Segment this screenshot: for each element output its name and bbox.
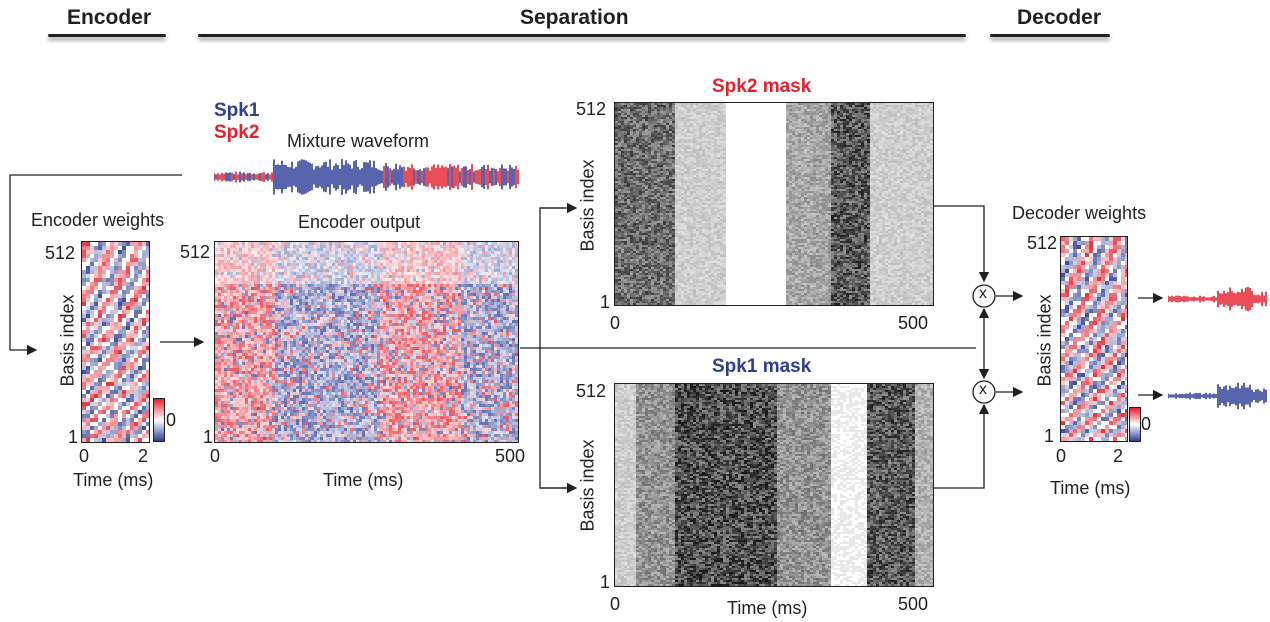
mixture-waveform [214, 159, 519, 195]
decoder-weights-xtick-start: 0 [1056, 446, 1066, 467]
spk2-mask-ytick-top: 512 [576, 99, 606, 120]
legend-spk2: Spk2 [214, 122, 259, 144]
spk1-mask-xlabel: Time (ms) [727, 598, 807, 619]
decoder-weights-heatmap [1060, 236, 1128, 442]
decoder-weights-ytick-top: 512 [1027, 233, 1057, 254]
encoder-output-title: Encoder output [298, 212, 420, 233]
decoder-weights-colorbar [1129, 407, 1141, 442]
spk2-mask-ylabel: Basis index [578, 159, 599, 251]
encoder-weights-xlabel: Time (ms) [73, 470, 153, 491]
decoder-weights-title: Decoder weights [1012, 203, 1146, 224]
encoder-output-xlabel: Time (ms) [323, 470, 403, 491]
encoder-output-ytick-bottom: 1 [203, 427, 213, 448]
spk1-output-waveform [1168, 382, 1267, 410]
encoder-weights-heatmap [81, 241, 150, 443]
spk1-mask-xtick-end: 500 [898, 594, 928, 615]
multiply-upper-icon [972, 284, 996, 308]
spk2-output-waveform [1168, 286, 1267, 312]
spk2-mask-xtick-end: 500 [898, 313, 928, 334]
encoder-output-heatmap [214, 241, 519, 443]
spk1-mask-heatmap [614, 383, 934, 587]
decoder-weights-ylabel: Basis index [1035, 294, 1056, 386]
mixture-waveform-title: Mixture waveform [287, 131, 429, 152]
encoder-weights-colorbar-label: 0 [166, 410, 176, 431]
spk2-mask-ytick-bottom: 1 [600, 292, 610, 313]
spk1-mask-ytick-top: 512 [576, 381, 606, 402]
multiply-lower-icon [972, 380, 996, 404]
spk1-mask-xtick-start: 0 [610, 594, 620, 615]
decoder-weights-colorbar-label: 0 [1141, 414, 1151, 435]
spk2-mask-heatmap [614, 102, 934, 306]
encoder-weights-title: Encoder weights [31, 210, 164, 231]
encoder-output-xtick-end: 500 [495, 446, 525, 467]
legend-spk1: Spk1 [214, 100, 259, 122]
multiply-lower-symbol: x [979, 381, 987, 399]
encoder-weights-ytick-bottom: 1 [68, 427, 78, 448]
decoder-weights-ytick-bottom: 1 [1044, 426, 1054, 447]
spk1-mask-ytick-bottom: 1 [600, 572, 610, 593]
spk1-mask-ylabel: Basis index [578, 439, 599, 531]
encoder-output-xtick-start: 0 [210, 446, 220, 467]
decoder-weights-xlabel: Time (ms) [1050, 478, 1130, 499]
encoder-output-ytick-top: 512 [180, 242, 210, 263]
encoder-weights-xtick-start: 0 [79, 446, 89, 467]
decoder-section-rule [990, 34, 1110, 37]
encoder-weights-ytick-top: 512 [45, 243, 75, 264]
encoder-section-rule [48, 34, 166, 37]
spk2-mask-xtick-start: 0 [610, 313, 620, 334]
encoder-weights-colorbar [153, 398, 165, 442]
encoder-section-title: Encoder [67, 6, 151, 30]
decoder-section-title: Decoder [1017, 6, 1101, 30]
encoder-weights-ylabel: Basis index [58, 294, 79, 386]
encoder-weights-xtick-end: 2 [138, 446, 148, 467]
separation-section-rule [198, 34, 966, 37]
spk1-mask-title: Spk1 mask [712, 356, 811, 378]
spk2-mask-title: Spk2 mask [712, 76, 811, 98]
decoder-weights-xtick-end: 2 [1113, 446, 1123, 467]
separation-section-title: Separation [520, 6, 629, 30]
multiply-upper-symbol: x [979, 285, 987, 303]
